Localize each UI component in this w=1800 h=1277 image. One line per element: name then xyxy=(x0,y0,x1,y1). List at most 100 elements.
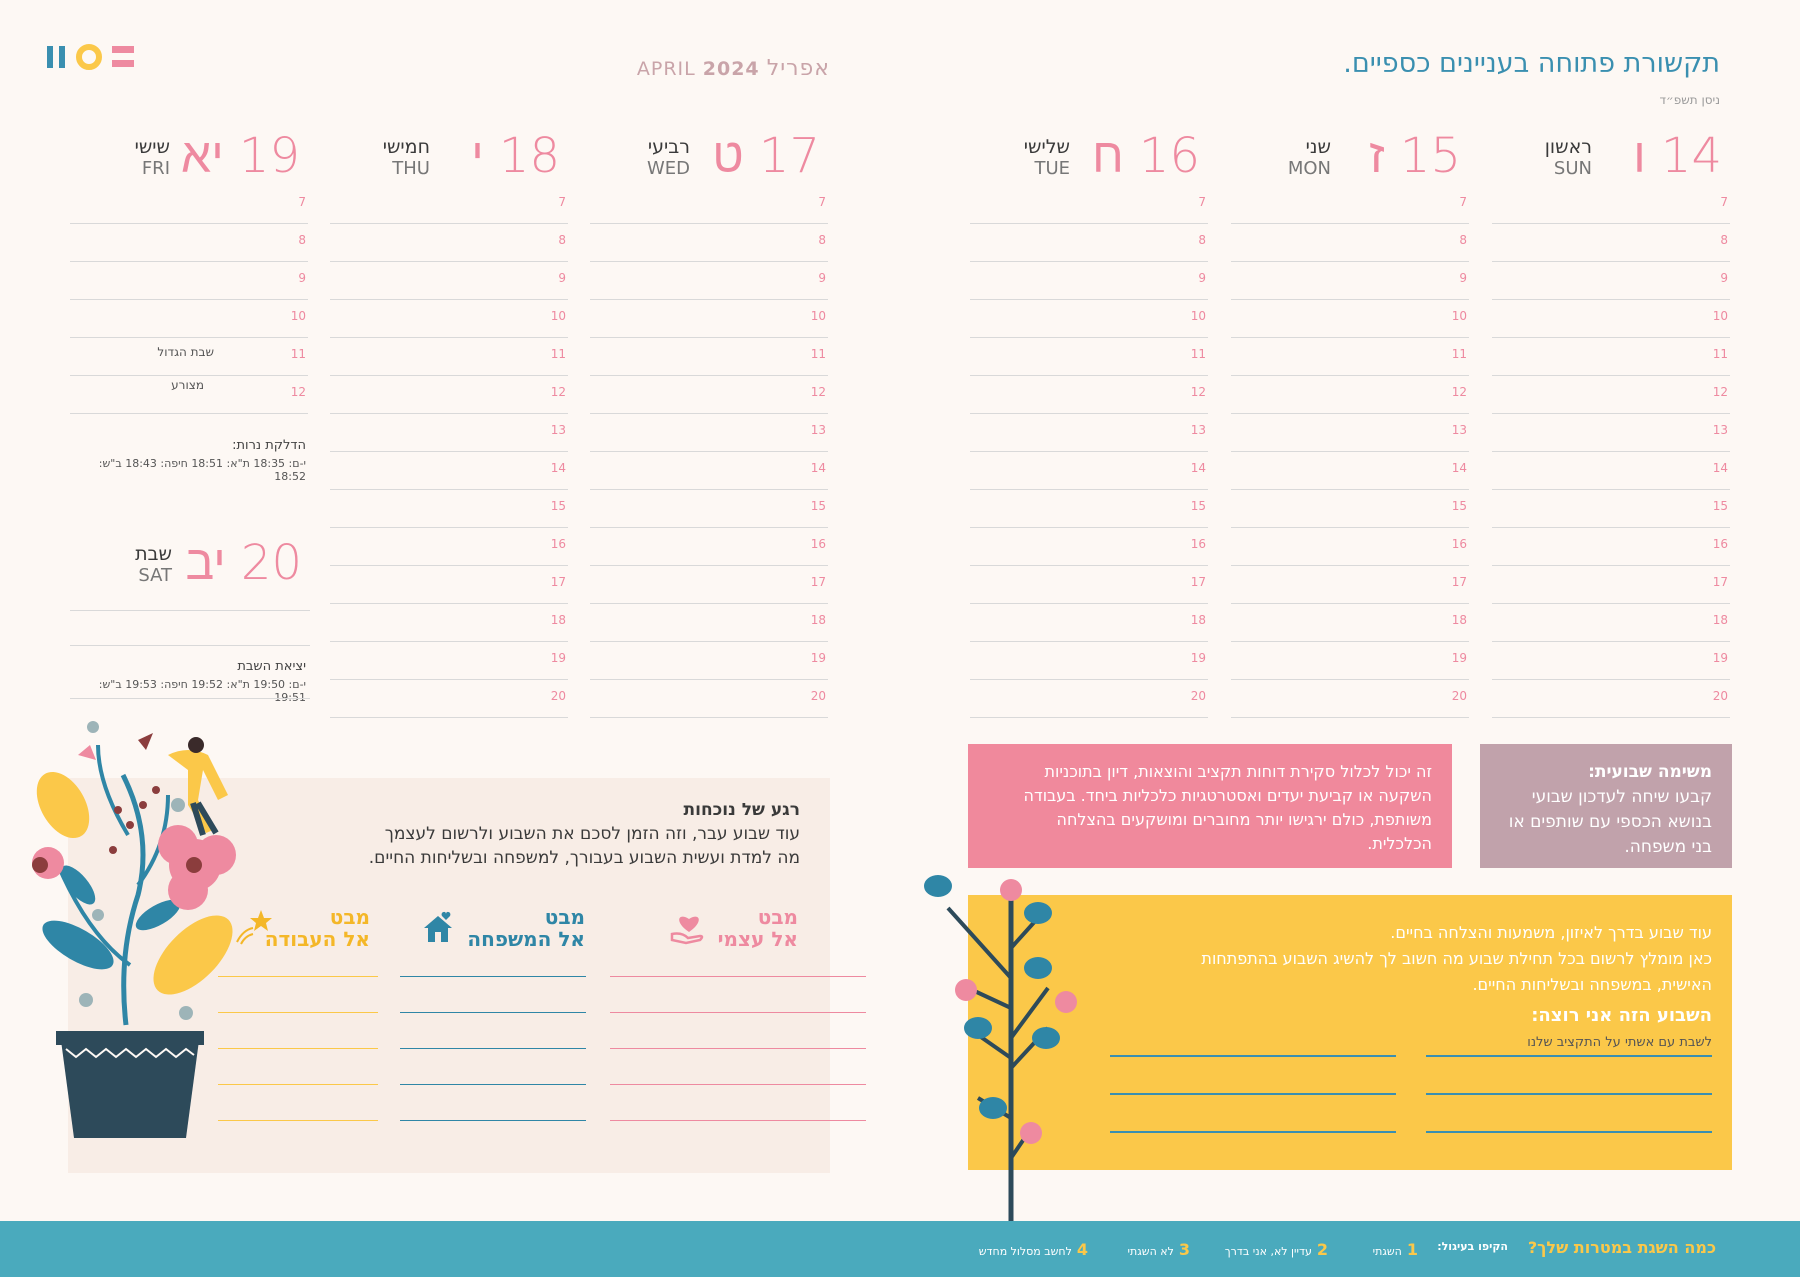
hour-slot[interactable]: 19 xyxy=(1231,642,1469,680)
hour-slot[interactable]: 12 xyxy=(330,376,568,414)
hour-slot[interactable]: 20 xyxy=(330,680,568,718)
hour-slot[interactable]: 7 xyxy=(590,186,828,224)
hour-slot[interactable]: 11 xyxy=(330,338,568,376)
hour-slot[interactable]: 20 xyxy=(970,680,1208,718)
hour-slot[interactable]: 13 xyxy=(590,414,828,452)
hour-slot[interactable]: 15 xyxy=(1231,490,1469,528)
hour-slot[interactable]: 10 xyxy=(970,300,1208,338)
hour-slot[interactable]: 7 xyxy=(1492,186,1730,224)
footer-option[interactable]: 2עדיין לא, אני בדרך xyxy=(1224,1240,1328,1259)
hour-slot[interactable]: 18 xyxy=(1492,604,1730,642)
hour-slot[interactable]: 14 xyxy=(330,452,568,490)
hour-slot[interactable]: 17 xyxy=(970,566,1208,604)
reflection-line[interactable] xyxy=(218,1012,378,1013)
hour-slot[interactable]: 7 xyxy=(970,186,1208,224)
hour-slot[interactable]: 8 xyxy=(1492,224,1730,262)
hour-slot[interactable]: 18 xyxy=(590,604,828,642)
hour-slot[interactable]: 10 xyxy=(1492,300,1730,338)
footer-option[interactable]: 4לחשב מסלול מחדש xyxy=(978,1240,1088,1259)
footer-option[interactable]: 1השגתי xyxy=(1372,1240,1418,1259)
hour-slot[interactable]: 10 xyxy=(1231,300,1469,338)
hour-slot[interactable]: 15 xyxy=(1492,490,1730,528)
hour-slot[interactable]: 18 xyxy=(1231,604,1469,642)
reflection-line[interactable] xyxy=(610,1084,866,1085)
hour-slot[interactable]: 7 xyxy=(330,186,568,224)
hour-slot[interactable]: 11 xyxy=(590,338,828,376)
reflection-line[interactable] xyxy=(610,1120,866,1121)
reflection-line[interactable] xyxy=(218,1084,378,1085)
hour-slot[interactable]: 11 שבת הגדול xyxy=(70,338,308,376)
hour-slot[interactable]: 19 xyxy=(590,642,828,680)
hour-slot[interactable]: 20 xyxy=(1492,680,1730,718)
hour-slot[interactable]: 14 xyxy=(1492,452,1730,490)
hour-slot[interactable]: 17 xyxy=(1231,566,1469,604)
hour-slot[interactable]: 10 xyxy=(70,300,308,338)
reflection-line[interactable] xyxy=(400,1012,586,1013)
hour-slot[interactable]: 8 xyxy=(70,224,308,262)
hour-slot[interactable]: 10 xyxy=(330,300,568,338)
hour-slot[interactable]: 11 xyxy=(970,338,1208,376)
goal-line[interactable] xyxy=(1426,1131,1712,1133)
hour-slot[interactable]: 15 xyxy=(590,490,828,528)
reflection-line[interactable] xyxy=(218,976,378,977)
goal-line[interactable] xyxy=(1110,1093,1396,1095)
hour-slot[interactable]: 18 xyxy=(330,604,568,642)
hour-slot[interactable]: 18 xyxy=(970,604,1208,642)
hour-slot[interactable]: 19 xyxy=(1492,642,1730,680)
goal-line[interactable] xyxy=(1110,1055,1396,1057)
hour-slot[interactable]: 9 xyxy=(330,262,568,300)
goal-line[interactable] xyxy=(1426,1055,1712,1057)
reflection-line[interactable] xyxy=(400,1084,586,1085)
hour-slot[interactable]: 15 xyxy=(970,490,1208,528)
hour-slot[interactable]: 14 xyxy=(590,452,828,490)
hour-slot[interactable]: 11 xyxy=(1492,338,1730,376)
hour-slot[interactable]: 9 xyxy=(1492,262,1730,300)
hour-slot[interactable]: 8 xyxy=(330,224,568,262)
hour-slot[interactable]: 20 xyxy=(1231,680,1469,718)
hour-slot[interactable]: 16 xyxy=(330,528,568,566)
hour-slot[interactable]: 16 xyxy=(970,528,1208,566)
hour-slot[interactable]: 7 xyxy=(1231,186,1469,224)
footer-option[interactable]: 3לא השגתי xyxy=(1127,1240,1190,1259)
hour-slot[interactable]: 17 xyxy=(330,566,568,604)
hour-slot[interactable]: 14 xyxy=(1231,452,1469,490)
reflection-line[interactable] xyxy=(400,1120,586,1121)
hour-slot[interactable]: 15 xyxy=(330,490,568,528)
hour-slot[interactable]: 14 xyxy=(970,452,1208,490)
goal-answer[interactable]: לשבת עם אשתי על התקציב שלנו xyxy=(1527,1035,1712,1050)
hour-slot[interactable]: 7 xyxy=(70,186,308,224)
hour-slot[interactable]: 17 xyxy=(1492,566,1730,604)
hour-slot[interactable]: 13 xyxy=(1231,414,1469,452)
hour-slot[interactable]: 13 xyxy=(330,414,568,452)
hour-slot[interactable]: 19 xyxy=(970,642,1208,680)
hour-slot[interactable]: 8 xyxy=(590,224,828,262)
hour-slot[interactable]: 9 xyxy=(1231,262,1469,300)
reflection-line[interactable] xyxy=(610,976,866,977)
hour-slot[interactable]: 17 xyxy=(590,566,828,604)
reflection-line[interactable] xyxy=(218,1120,378,1121)
hour-slot[interactable]: 8 xyxy=(1231,224,1469,262)
hour-slot[interactable]: 16 xyxy=(590,528,828,566)
hour-slot[interactable]: 10 xyxy=(590,300,828,338)
hour-slot[interactable]: 8 xyxy=(970,224,1208,262)
reflection-line[interactable] xyxy=(610,1012,866,1013)
hour-slot[interactable]: 12 xyxy=(1231,376,1469,414)
reflection-line[interactable] xyxy=(218,1048,378,1049)
hour-slot[interactable]: 12 xyxy=(1492,376,1730,414)
reflection-line[interactable] xyxy=(400,1048,586,1049)
hour-slot[interactable]: 20 xyxy=(590,680,828,718)
hour-slot[interactable]: 13 xyxy=(970,414,1208,452)
goal-line[interactable] xyxy=(1110,1131,1396,1133)
reflection-line[interactable] xyxy=(610,1048,866,1049)
reflection-line[interactable] xyxy=(400,976,586,977)
hour-slot[interactable]: 9 xyxy=(590,262,828,300)
hour-slot[interactable]: 12 xyxy=(590,376,828,414)
hour-slot[interactable]: 19 xyxy=(330,642,568,680)
hour-slot[interactable]: 9 xyxy=(70,262,308,300)
hour-slot[interactable]: 11 xyxy=(1231,338,1469,376)
hour-slot[interactable]: 13 xyxy=(1492,414,1730,452)
goal-line[interactable] xyxy=(1426,1093,1712,1095)
hour-slot[interactable]: 9 xyxy=(970,262,1208,300)
hour-slot[interactable]: 12 מצורע xyxy=(70,376,308,414)
hour-slot[interactable]: 16 xyxy=(1231,528,1469,566)
